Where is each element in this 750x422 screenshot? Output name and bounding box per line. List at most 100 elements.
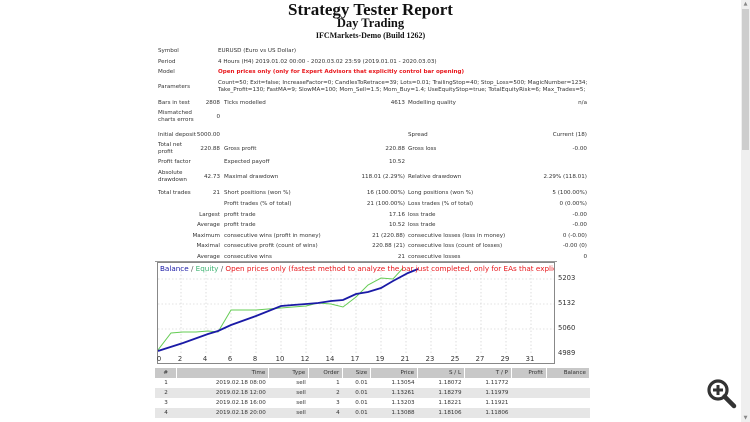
payoff-value: 10.52: [388, 159, 405, 165]
col-time: Time: [176, 368, 270, 378]
largest-profit-label: profit trade: [224, 212, 256, 218]
largest-loss-value: -0.00: [572, 212, 587, 218]
max-wins-value: 21 (220.88): [372, 233, 405, 239]
col-price: Price: [370, 368, 419, 378]
deposit-label: Initial deposit: [158, 132, 196, 138]
net-label-2: profit: [158, 149, 173, 155]
average-profit-label: profit trade: [224, 222, 256, 228]
table-header: # Time Type Order Size Price S / L T / P…: [155, 368, 591, 378]
abs-dd-value: 42.73: [203, 174, 220, 180]
max-dd-value: 118.01 (2.29%): [361, 174, 406, 180]
trades-table: # Time Type Order Size Price S / L T / P…: [155, 368, 591, 418]
deposit-value: 5000.00: [196, 132, 220, 138]
col-type: Type: [268, 368, 310, 378]
largest-profit-value: 17.16: [388, 212, 405, 218]
col-balance: Balance: [546, 368, 591, 378]
symbol-label: Symbol: [158, 48, 179, 54]
avg-cons-label: Average: [197, 254, 220, 260]
maximal-profit-label: consecutive profit (count of wins): [224, 243, 318, 249]
avg-cons-wins-value: 21: [397, 254, 405, 260]
pf-label: Profit factor: [158, 159, 191, 165]
max-wins-label: consecutive wins (profit in money): [224, 233, 321, 239]
parameters-label: Parameters: [158, 84, 191, 90]
period-label: Period: [158, 59, 176, 65]
gross-loss-value: -0.00: [572, 146, 587, 152]
scroll-up-arrow-icon[interactable]: ▲: [743, 1, 748, 7]
largest-loss-label: loss trade: [408, 212, 436, 218]
abs-dd-label-2: drawdown: [158, 177, 187, 183]
spread-label: Spread: [408, 132, 428, 138]
mismatch-value: 0: [216, 114, 220, 120]
bars-value: 2808: [205, 100, 220, 106]
average-loss-value: -0.00: [572, 222, 587, 228]
chart-plot: [158, 267, 554, 354]
maximal-profit-value: 220.88 (21): [372, 243, 405, 249]
rel-dd-value: 2.29% (118.01): [543, 174, 588, 180]
col-sl: S / L: [417, 368, 466, 378]
largest-label: Largest: [199, 212, 220, 218]
bars-label: Bars in test: [158, 100, 190, 106]
ticks-label: Ticks modelled: [224, 100, 266, 106]
ticks-value: 4613: [390, 100, 405, 106]
col-size: Size: [342, 368, 372, 378]
col-profit: Profit: [511, 368, 547, 378]
vertical-scrollbar[interactable]: ▲ ▼: [741, 0, 750, 422]
zoom-in-magnifier-icon: [707, 379, 737, 409]
spread-value: Current (18): [552, 132, 587, 138]
short-label: Short positions (won %): [224, 190, 291, 196]
equity-line: [158, 267, 404, 351]
col-number: #: [155, 368, 178, 378]
zoom-in-button[interactable]: [706, 378, 738, 412]
chart-y-axis: 5203 5132 5060 4989: [558, 274, 576, 357]
total-trades-value: 21: [212, 190, 220, 196]
max-losses-value: 0 (-0.00): [562, 233, 587, 239]
table-row: 4 2019.02.18 20:00 sell 4 0.01 1.13088 1…: [155, 408, 590, 418]
long-label: Long positions (won %): [408, 190, 474, 196]
report-subtitle: Day Trading: [336, 16, 405, 30]
model-value: Open prices only (only for Expert Adviso…: [218, 69, 465, 75]
period-value: 4 Hours (H4) 2019.01.02 00:00 - 2020.03.…: [218, 59, 437, 65]
parameters-line-2: Take_Profit=130; FastMA=9; SlowMA=100; M…: [218, 87, 586, 93]
chart-legend: Balance / Equity / Open prices only (fas…: [160, 264, 554, 273]
profit-trades-label: Profit trades (% of total): [224, 201, 292, 207]
quality-value: n/a: [578, 100, 587, 106]
mismatch-label-2: charts errors: [158, 117, 194, 123]
table-row: 1 2019.02.18 08:00 sell 1 0.01 1.13054 1…: [164, 380, 509, 386]
scrollbar-thumb[interactable]: [742, 9, 749, 150]
profit-trades-value: 21 (100.00%): [366, 201, 405, 207]
table-row: 2 2019.02.18 12:00 sell 2 0.01 1.13261 1…: [155, 388, 590, 398]
col-order: Order: [308, 368, 344, 378]
avg-cons-losses-label: consecutive losses: [408, 254, 461, 260]
model-label: Model: [158, 69, 175, 75]
symbol-value: EURUSD (Euro vs US Dollar): [218, 48, 297, 54]
balance-equity-chart: Balance / Equity / Open prices only (fas…: [157, 262, 555, 364]
average-loss-label: loss trade: [408, 222, 436, 228]
report-server: IFCMarkets-Demo (Build 1262): [315, 31, 426, 40]
rel-dd-label: Relative drawdown: [408, 174, 462, 180]
maximal-label: Maximal: [196, 243, 220, 249]
net-value: 220.88: [200, 146, 220, 152]
gross-loss-label: Gross loss: [408, 146, 437, 152]
short-value: 16 (100.00%): [366, 190, 405, 196]
max-losses-label: consecutive losses (loss in money): [408, 233, 506, 239]
loss-trades-label: Loss trades (% of total): [408, 201, 474, 207]
maximum-label: Maximum: [192, 233, 220, 239]
max-dd-label: Maximal drawdown: [224, 174, 279, 180]
avg-cons-wins-label: consecutive wins: [224, 254, 272, 260]
maximal-loss-value: -0.00 (0): [562, 243, 587, 249]
maximal-loss-label: consecutive loss (count of losses): [408, 243, 503, 249]
legend-model: Open prices only (fastest method to anal…: [225, 264, 554, 273]
divider: [155, 261, 557, 262]
payoff-label: Expected payoff: [224, 159, 270, 165]
balance-line: [158, 268, 419, 352]
mismatch-label-1: Mismatched: [158, 110, 192, 116]
col-tp: T / P: [464, 368, 512, 378]
loss-trades-value: 0 (0.00%): [559, 201, 587, 207]
table-row: 3 2019.02.18 16:00 sell 3 0.01 1.13203 1…: [164, 400, 509, 406]
scroll-down-arrow-icon[interactable]: ▼: [743, 415, 748, 421]
legend-equity: Equity: [195, 264, 219, 273]
gross-profit-label: Gross profit: [224, 146, 257, 152]
total-trades-label: Total trades: [158, 190, 191, 196]
quality-label: Modelling quality: [408, 100, 456, 106]
